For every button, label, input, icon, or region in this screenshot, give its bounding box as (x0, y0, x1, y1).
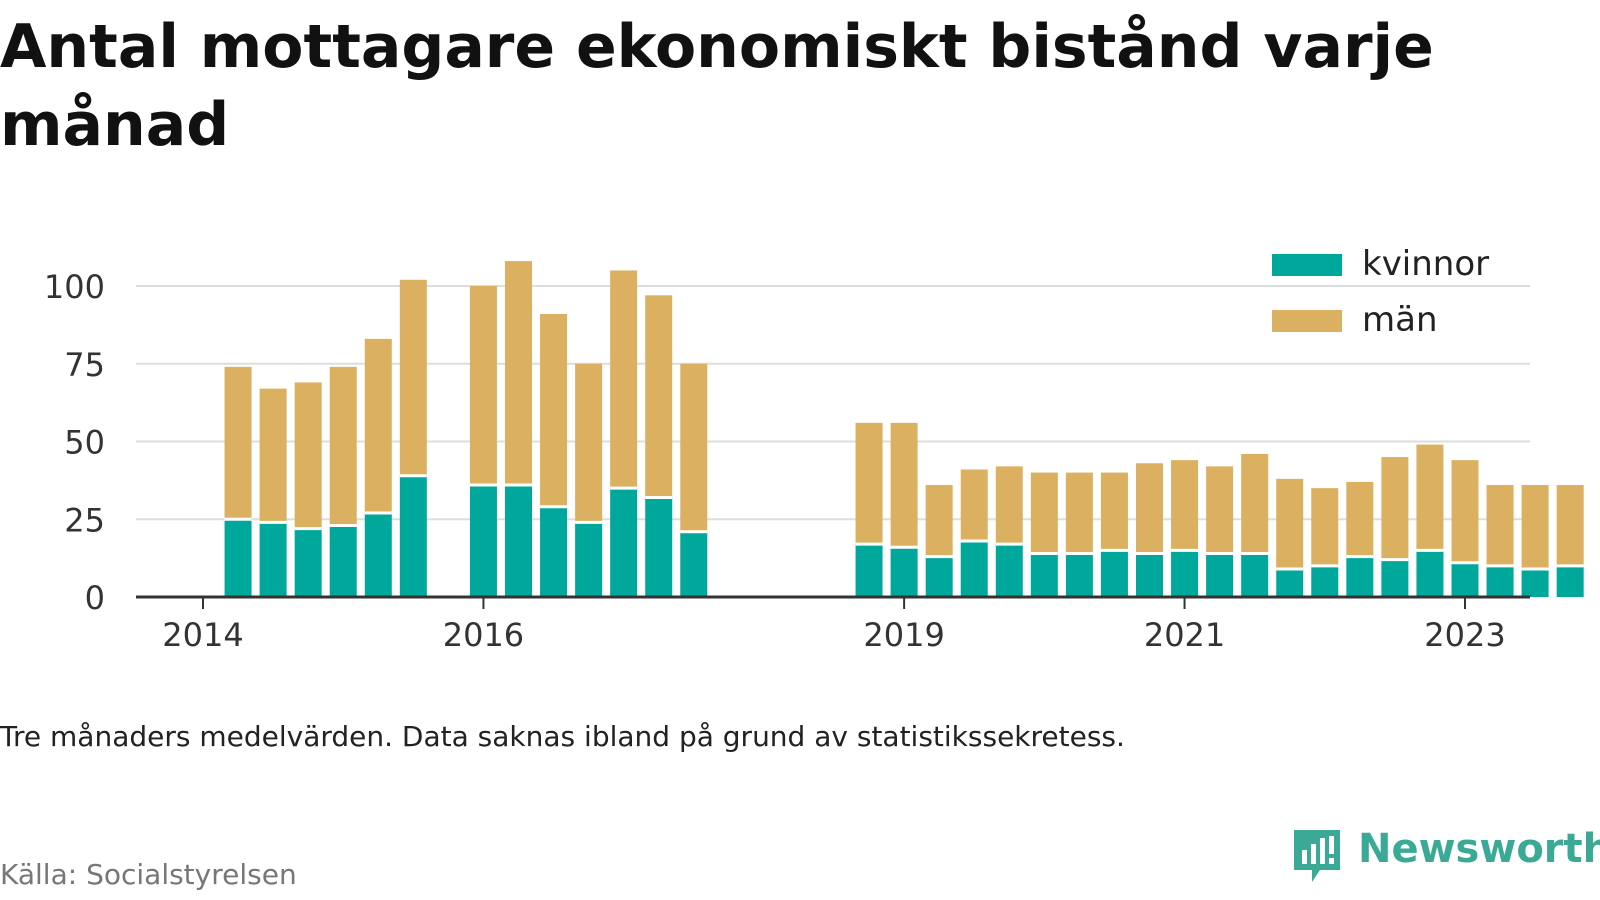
bar-kvinnor (960, 541, 988, 597)
bar-man (224, 366, 252, 520)
legend-item-man: män (1262, 296, 1532, 352)
bar-kvinnor (329, 525, 357, 597)
legend-item-kvinnor: kvinnor (1262, 240, 1532, 296)
x-tick-label: 2019 (863, 616, 944, 654)
y-tick-label: 75 (64, 346, 105, 384)
bar-kvinnor (1206, 553, 1234, 597)
bar-man (1100, 472, 1128, 551)
x-tick-label: 2014 (162, 616, 243, 654)
bar-man (1241, 453, 1269, 554)
bar-man (680, 363, 708, 532)
bar-kvinnor (1171, 550, 1199, 597)
bar-man (1136, 463, 1163, 554)
bar-man (1556, 485, 1584, 566)
bar-man (1276, 478, 1304, 570)
bar-kvinnor (855, 544, 883, 597)
brand-name: Newsworthy (1358, 826, 1600, 872)
bar-kvinnor (1346, 556, 1374, 597)
bar-man (960, 469, 988, 542)
source-text: Källa: Socialstyrelsen (0, 858, 297, 891)
bar-kvinnor (259, 522, 287, 597)
bar-man (575, 363, 603, 523)
bar-man (855, 422, 883, 545)
bar-man (364, 338, 392, 514)
bar-man (1311, 488, 1339, 566)
y-tick-label: 50 (64, 424, 105, 462)
bar-man (1521, 485, 1549, 570)
bar-kvinnor (925, 556, 953, 597)
bar-kvinnor (1521, 569, 1549, 597)
bar-kvinnor (610, 488, 638, 597)
bar-man (294, 382, 322, 529)
bar-man (469, 286, 497, 486)
bar-kvinnor (364, 513, 392, 597)
bar-kvinnor (1311, 565, 1339, 597)
stacked-bar-chart: 0 25 50 75 100 2014 2016 2019 2021 2023 (43, 261, 1584, 654)
bar-kvinnor (1241, 553, 1269, 597)
bar-kvinnor (1276, 569, 1304, 597)
bar-man (1381, 457, 1409, 560)
bar-man (1346, 481, 1374, 557)
bar-man (890, 422, 918, 548)
bar-kvinnor (505, 485, 532, 597)
bar-man (1416, 444, 1444, 551)
y-tick-label: 0 (85, 579, 105, 617)
bar-kvinnor (645, 497, 673, 597)
bar-man (925, 485, 953, 557)
bar-man (1030, 472, 1058, 554)
bar-man (1451, 460, 1479, 563)
legend-label-man: män (1362, 300, 1438, 340)
bar-kvinnor (995, 544, 1023, 597)
bar-kvinnor (540, 506, 568, 597)
bar-man (1206, 466, 1234, 554)
bar-man (259, 388, 287, 523)
bar-kvinnor (1416, 550, 1444, 597)
bar-kvinnor (1065, 553, 1093, 597)
bar-kvinnor (1030, 553, 1058, 597)
bar-man (610, 270, 638, 489)
chart-note: Tre månaders medelvärden. Data saknas ib… (0, 720, 1125, 753)
bar-kvinnor (1136, 553, 1163, 597)
chart-title: Antal mottagare ekonomiskt bistånd varje… (0, 12, 1434, 160)
bar-man (540, 313, 568, 507)
y-tick-label: 25 (64, 501, 105, 539)
bar-man (1486, 485, 1514, 566)
legend-swatch-kvinnor (1272, 254, 1342, 276)
bar-kvinnor (680, 531, 708, 597)
legend-label-kvinnor: kvinnor (1362, 244, 1490, 284)
bar-kvinnor (1556, 565, 1584, 597)
x-tick-label: 2016 (443, 616, 524, 654)
bar-kvinnor (224, 519, 252, 597)
bar-man (995, 466, 1023, 545)
bar-man (645, 295, 673, 498)
bar-man (505, 261, 532, 486)
bar-kvinnor (399, 475, 427, 597)
bar-kvinnor (1451, 562, 1479, 597)
bar-kvinnor (469, 485, 497, 597)
bar-kvinnor (294, 528, 322, 597)
bar-man (399, 279, 427, 476)
bar-kvinnor (890, 547, 918, 597)
newsworthy-logo-icon (1294, 830, 1340, 882)
bar-man (1171, 460, 1199, 551)
bar-kvinnor (1100, 550, 1128, 597)
x-tick-label: 2021 (1144, 616, 1225, 654)
y-tick-label: 100 (44, 268, 105, 306)
bar-kvinnor (1381, 559, 1409, 597)
bar-kvinnor (1486, 565, 1514, 597)
bar-man (329, 366, 357, 526)
bar-kvinnor (575, 522, 603, 597)
bar-man (1065, 472, 1093, 554)
legend-swatch-man (1272, 310, 1342, 332)
x-tick-label: 2023 (1424, 616, 1505, 654)
legend: kvinnor män (1262, 240, 1532, 352)
